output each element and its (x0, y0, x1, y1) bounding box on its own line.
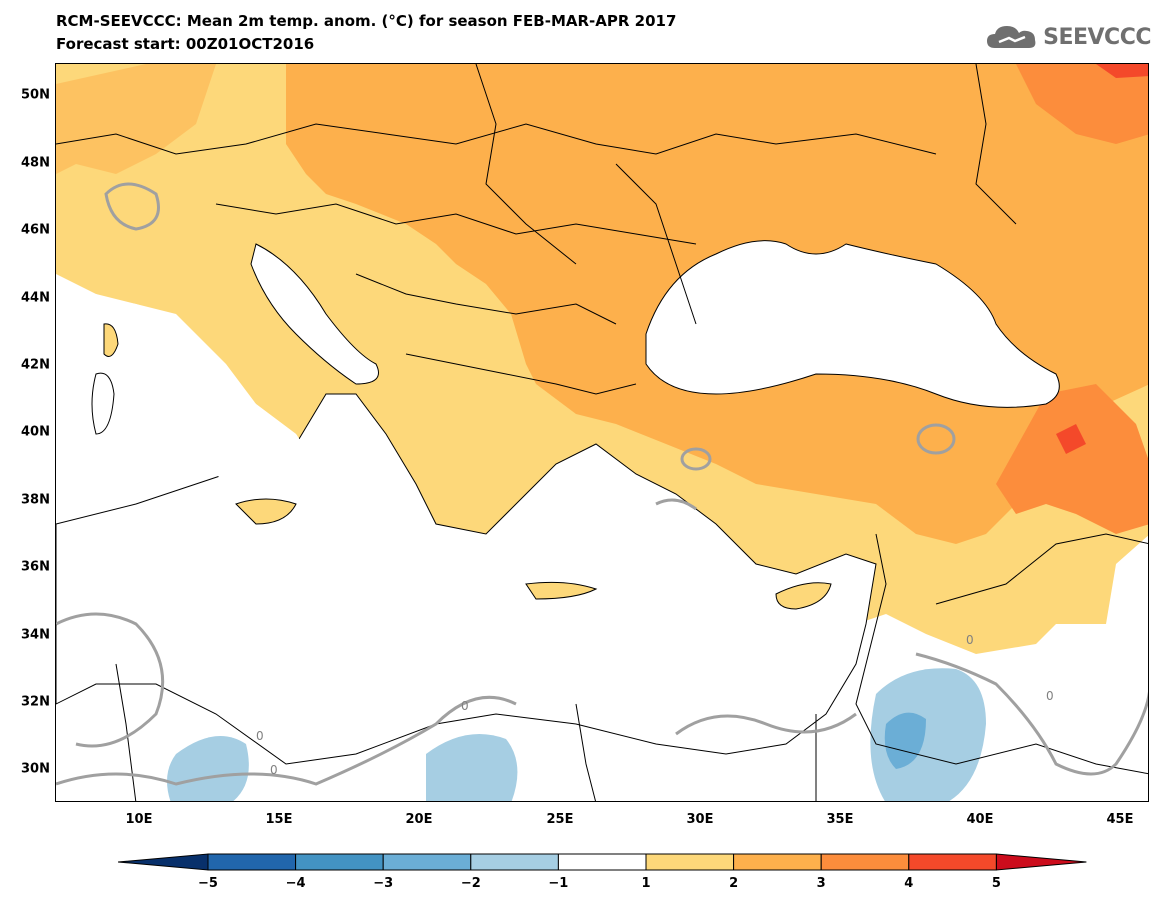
lat-label: 38N (21, 492, 50, 508)
contour-label: 0 (966, 633, 974, 647)
seevccc-logo: SEEVCCC (985, 22, 1151, 52)
colorbar-tick-label: −5 (198, 876, 218, 891)
anomaly-zone-3-4 (996, 384, 1148, 534)
black-sea (645, 240, 1060, 408)
corsica (103, 323, 119, 357)
lat-label: 50N (21, 87, 50, 103)
lat-label: 46N (21, 222, 50, 238)
colorbar-segment (645, 853, 735, 871)
logo-text: SEEVCCC (1043, 24, 1151, 50)
colorbar-segment (995, 853, 1087, 871)
colorbar-tick-label: 3 (816, 876, 826, 891)
map-title: RCM-SEEVCCC: Mean 2m temp. anom. (°C) fo… (56, 12, 677, 30)
anomaly-zone-neg-1-2 (167, 736, 249, 801)
colorbar-segment (820, 853, 910, 871)
colorbar-tick-label: −3 (373, 876, 394, 891)
lon-label: 20E (405, 812, 433, 827)
lon-label: 45E (1106, 812, 1134, 827)
colorbar-tick-label: 4 (904, 876, 914, 891)
colorbar-segment (557, 853, 647, 871)
lat-label: 42N (21, 357, 50, 373)
colorbar-segment (295, 853, 384, 871)
crete (525, 581, 598, 600)
colorbar-tick-label: 1 (641, 876, 651, 891)
tyrrhenian-adriatic-sea (56, 294, 356, 534)
colorbar-segment (382, 853, 472, 871)
colorbar-segment (470, 853, 559, 871)
colorbar-tick-label: −4 (285, 876, 306, 891)
adriatic-sea (250, 243, 379, 385)
colorbar-segment (908, 853, 997, 871)
lat-label: 36N (21, 559, 50, 575)
map-panel: 0 0 0 0 0 (55, 63, 1149, 802)
lon-label: 40E (966, 812, 994, 827)
anomaly-zone-neg-2-3 (884, 712, 926, 769)
contour-label: 0 (270, 763, 278, 777)
lat-label: 34N (21, 627, 50, 643)
colorbar-segment (118, 853, 209, 871)
sardinia (91, 372, 115, 435)
colorbar-segment (207, 853, 297, 871)
lat-label: 32N (21, 694, 50, 710)
colorbar-tick-label: 2 (729, 876, 739, 891)
country-borders (56, 64, 1148, 801)
lat-label: 30N (21, 761, 50, 777)
anomaly-zone-2-3 (56, 64, 216, 174)
lat-label: 40N (21, 424, 50, 440)
cloud-icon (987, 26, 1036, 48)
lon-label: 25E (546, 812, 574, 827)
contour-label: 0 (1046, 689, 1054, 703)
lon-label: 30E (686, 812, 714, 827)
colorbar-tick-label: 5 (991, 876, 1001, 891)
anomaly-zone-3-4 (1016, 64, 1148, 144)
contour-label: 0 (461, 699, 469, 713)
colorbar-segment (733, 853, 822, 871)
contour-label: 0 (256, 729, 264, 743)
colorbar (118, 853, 1087, 871)
lat-label: 48N (21, 155, 50, 171)
lon-label: 10E (125, 812, 153, 827)
cyprus (775, 582, 832, 610)
lon-label: 35E (826, 812, 854, 827)
zero-contours (56, 182, 1148, 786)
anomaly-zone-4-5 (1056, 424, 1086, 454)
colorbar-tick-label: −2 (460, 876, 481, 891)
anomaly-zone-4-5 (1096, 64, 1148, 78)
lon-label: 15E (265, 812, 293, 827)
forecast-start-label: Forecast start: 00Z01OCT2016 (56, 35, 315, 53)
lat-label: 44N (21, 290, 50, 306)
colorbar-tick-label: −1 (548, 876, 569, 891)
anomaly-map: 0 0 0 0 0 (56, 64, 1148, 801)
anomaly-zone-neg-1-2 (426, 734, 518, 801)
sicily (235, 498, 297, 525)
